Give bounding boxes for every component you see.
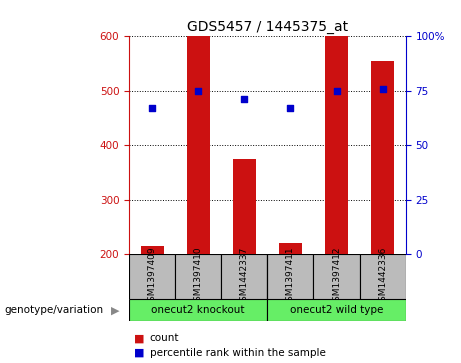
Text: onecut2 wild type: onecut2 wild type	[290, 305, 383, 315]
Bar	[360, 254, 406, 299]
Text: ■: ■	[134, 333, 144, 343]
Bar	[175, 254, 221, 299]
Text: ▶: ▶	[111, 305, 119, 315]
Title: GDS5457 / 1445375_at: GDS5457 / 1445375_at	[187, 20, 348, 34]
Bar	[267, 299, 406, 321]
Bar	[279, 243, 302, 254]
Text: ■: ■	[134, 348, 144, 358]
Text: GSM1442337: GSM1442337	[240, 246, 249, 307]
Point	[333, 88, 340, 94]
Text: count: count	[150, 333, 179, 343]
Bar	[129, 299, 267, 321]
Bar	[129, 254, 175, 299]
Text: GSM1397412: GSM1397412	[332, 246, 341, 307]
Point	[287, 105, 294, 111]
Text: GSM1397411: GSM1397411	[286, 246, 295, 307]
Bar	[187, 36, 210, 254]
Text: onecut2 knockout: onecut2 knockout	[152, 305, 245, 315]
Bar	[221, 254, 267, 299]
Text: GSM1442336: GSM1442336	[378, 246, 387, 307]
Point	[195, 88, 202, 94]
Bar	[325, 36, 348, 254]
Bar	[141, 246, 164, 254]
Bar	[267, 254, 313, 299]
Point	[148, 105, 156, 111]
Text: GSM1397409: GSM1397409	[148, 246, 157, 307]
Text: GSM1397410: GSM1397410	[194, 246, 203, 307]
Point	[379, 86, 386, 91]
Point	[241, 97, 248, 102]
Text: percentile rank within the sample: percentile rank within the sample	[150, 348, 326, 358]
Bar	[313, 254, 360, 299]
Bar	[233, 159, 256, 254]
Text: genotype/variation: genotype/variation	[5, 305, 104, 315]
Bar	[371, 61, 394, 254]
